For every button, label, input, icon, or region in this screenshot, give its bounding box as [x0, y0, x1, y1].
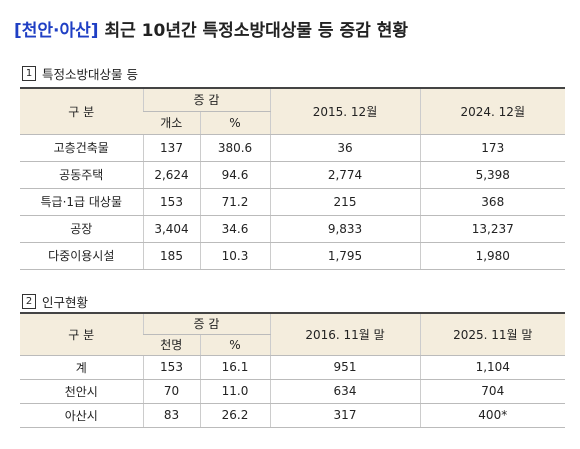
cell: 704 — [419, 379, 565, 404]
header-cell: 천명 — [143, 334, 200, 356]
cell: 26.2 — [199, 403, 270, 428]
header-cell: 개소 — [143, 111, 200, 135]
cell: 317 — [269, 403, 420, 428]
cell: 380.6 — [199, 134, 270, 162]
table-row: 고층건축물 137 380.6 36 173 — [20, 134, 565, 162]
header-cell: 2024. 12월 — [419, 87, 565, 135]
title: [천안·아산] 최근 10년간 특정소방대상물 등 증감 현황 — [14, 16, 408, 41]
cell: 13,237 — [419, 215, 565, 243]
table-row: 공동주택 2,624 94.6 2,774 5,398 — [20, 161, 565, 189]
cell: 36 — [269, 134, 420, 162]
row-label: 아산시 — [20, 403, 143, 428]
row-label: 고층건축물 — [20, 134, 143, 162]
cell: 634 — [269, 379, 420, 404]
cell: 2,624 — [142, 161, 200, 189]
header-cell: 2016. 11월 말 — [269, 312, 420, 356]
header-cell: 구 분 — [20, 87, 143, 135]
cell: 83 — [142, 403, 200, 428]
cell: 34.6 — [199, 215, 270, 243]
table-row: 특급·1급 대상물 153 71.2 215 368 — [20, 188, 565, 216]
row-label: 계 — [20, 355, 143, 380]
cell: 9,833 — [269, 215, 420, 243]
section-number: 1 — [22, 66, 36, 81]
cell: 70 — [142, 379, 200, 404]
cell: 71.2 — [199, 188, 270, 216]
row-label: 공장 — [20, 215, 143, 243]
cell: 1,795 — [269, 242, 420, 270]
cell: 137 — [142, 134, 200, 162]
cell: 153 — [142, 355, 200, 380]
header-cell: 증 감 — [142, 87, 270, 112]
row-label: 다중이용시설 — [20, 242, 143, 270]
header-cell: 2025. 11월 말 — [419, 312, 565, 356]
header-cell: 증 감 — [142, 312, 270, 335]
section-number: 2 — [22, 294, 36, 309]
title-text: 최근 10년간 특정소방대상물 등 증감 현황 — [104, 21, 408, 41]
header-cell: 2015. 12월 — [269, 87, 420, 135]
cell: 153 — [142, 188, 200, 216]
cell: 16.1 — [199, 355, 270, 380]
table-row: 공장 3,404 34.6 9,833 13,237 — [20, 215, 565, 243]
header-row: 개소% — [20, 111, 565, 135]
cell: 185 — [142, 242, 200, 270]
cell: 1,980 — [419, 242, 565, 270]
cell: 11.0 — [199, 379, 270, 404]
cell: 94.6 — [199, 161, 270, 189]
row-label: 공동주택 — [20, 161, 143, 189]
row-label: 천안시 — [20, 379, 143, 404]
cell: 1,104 — [419, 355, 565, 380]
header-cell: % — [199, 111, 270, 135]
cell: 400* — [419, 403, 565, 428]
cell: 3,404 — [142, 215, 200, 243]
section-heading: 2 인구현황 — [22, 292, 88, 311]
header-cell: % — [199, 334, 270, 356]
cell: 10.3 — [199, 242, 270, 270]
cell: 2,774 — [269, 161, 420, 189]
cell: 368 — [419, 188, 565, 216]
cell: 951 — [269, 355, 420, 380]
section-title: 특정소방대상물 등 — [42, 67, 138, 82]
table-row: 아산시 83 26.2 317 400* — [20, 403, 565, 428]
section-title: 인구현황 — [42, 295, 89, 310]
table-row: 계 153 16.1 951 1,104 — [20, 355, 565, 380]
header-cell: 구 분 — [20, 312, 143, 356]
section-heading: 1 특정소방대상물 등 — [22, 64, 138, 83]
cell: 173 — [419, 134, 565, 162]
cell: 5,398 — [419, 161, 565, 189]
table-row: 천안시 70 11.0 634 704 — [20, 379, 565, 404]
title-tag: [천안·아산] — [14, 21, 99, 41]
table-row: 다중이용시설 185 10.3 1,795 1,980 — [20, 242, 565, 270]
row-label: 특급·1급 대상물 — [20, 188, 143, 216]
header-row: 천명% — [20, 334, 565, 356]
cell: 215 — [269, 188, 420, 216]
